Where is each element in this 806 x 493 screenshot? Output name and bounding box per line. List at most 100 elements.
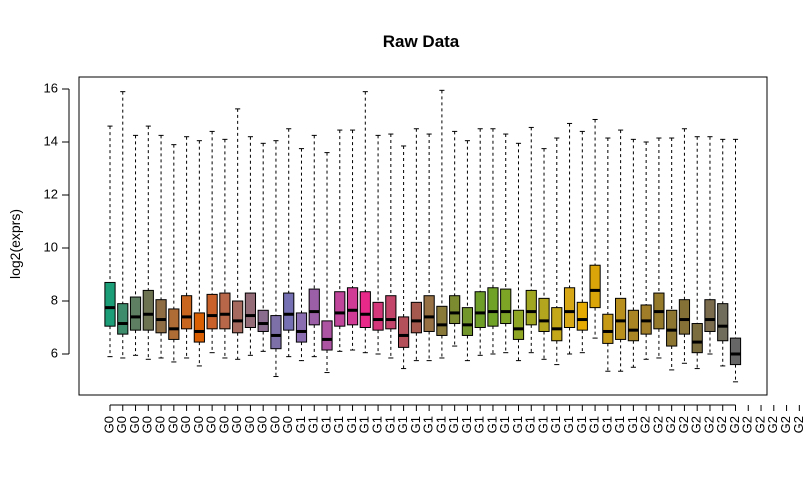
iqr-box	[117, 303, 129, 335]
box-31	[487, 128, 499, 355]
box-36	[551, 137, 563, 366]
x-tick-label: G2	[727, 416, 742, 433]
box-47	[691, 136, 703, 370]
x-tick-label: G0	[191, 416, 206, 433]
x-tick-label: G0	[255, 416, 270, 433]
iqr-box	[104, 281, 116, 327]
chart-title: Raw Data	[383, 32, 460, 51]
iqr-box	[308, 288, 320, 326]
iqr-box	[295, 312, 308, 343]
x-tick-label: G2	[765, 416, 780, 433]
box-12	[244, 136, 257, 356]
x-tick-label: G0	[152, 416, 167, 433]
box-16	[295, 148, 308, 362]
iqr-box	[563, 287, 576, 328]
x-tick-label: G0	[242, 416, 257, 433]
iqr-box	[397, 316, 410, 348]
iqr-box	[704, 299, 716, 332]
box-3	[129, 134, 142, 356]
iqr-box	[576, 301, 588, 331]
x-tick-label: G1	[561, 416, 576, 433]
box-19	[334, 129, 346, 352]
box-50	[729, 138, 742, 383]
x-tick-label: G1	[306, 416, 321, 433]
x-tick-label: G0	[140, 416, 155, 433]
x-tick-label: G2	[638, 416, 653, 433]
y-tick-label: 16	[44, 80, 58, 95]
x-tick-label: G1	[433, 416, 448, 433]
iqr-box	[385, 295, 397, 330]
iqr-box	[346, 287, 359, 326]
box-10	[219, 138, 231, 359]
iqr-box	[615, 297, 627, 340]
iqr-box	[283, 292, 295, 331]
x-tick-label: G0	[178, 416, 193, 433]
box-27	[436, 89, 448, 359]
iqr-box	[525, 289, 537, 326]
x-tick-label: G0	[204, 416, 219, 433]
x-tick-label: G0	[267, 416, 282, 433]
iqr-box	[423, 295, 435, 332]
box-4	[142, 125, 154, 360]
box-14	[270, 140, 282, 378]
box-6	[168, 144, 180, 363]
box-44	[653, 137, 665, 359]
x-tick-label: G1	[395, 416, 410, 433]
x-tick-label: G2	[791, 416, 806, 433]
x-tick-label: G1	[510, 416, 525, 433]
box-38	[576, 130, 588, 354]
iqr-box	[372, 301, 384, 331]
x-tick-label: G1	[421, 416, 436, 433]
iqr-box	[678, 299, 691, 335]
x-tick-label: G0	[165, 416, 180, 433]
y-axis: 6 8 10 12 14 16	[44, 80, 70, 360]
x-tick-label: G1	[318, 416, 333, 433]
iqr-box	[449, 295, 461, 325]
box-35	[538, 148, 550, 360]
x-tick-label: G0	[280, 416, 295, 433]
box-28	[449, 130, 461, 347]
x-tick-label: G2	[650, 416, 665, 433]
iqr-box	[193, 312, 205, 343]
box-40	[602, 137, 614, 372]
iqr-box	[359, 291, 371, 329]
iqr-box	[589, 264, 601, 309]
box-49	[717, 138, 729, 367]
box-22	[372, 134, 384, 355]
x-tick-label: G0	[216, 416, 231, 433]
box-46	[678, 128, 691, 364]
box-32	[500, 133, 512, 354]
iqr-box	[219, 292, 231, 330]
box-5	[155, 134, 167, 359]
x-tick-label: G1	[574, 416, 589, 433]
x-tick-label: G2	[752, 416, 767, 433]
iqr-box	[180, 295, 193, 330]
x-tick-label: G1	[548, 416, 563, 433]
y-tick-label: 8	[51, 292, 58, 307]
x-axis: G0G0G0G0G0G0G0G0G0G0G0G0G0G0G0G1G1G1G1G1…	[101, 404, 806, 433]
box-2	[117, 91, 129, 359]
box-34	[525, 126, 537, 354]
box-25	[410, 128, 422, 362]
plot-frame	[78, 76, 768, 396]
iqr-box	[321, 320, 333, 351]
iqr-box	[461, 307, 474, 336]
x-tick-label: G1	[357, 416, 372, 433]
box-23	[385, 133, 397, 359]
y-axis-label: log2(exprs)	[7, 209, 23, 279]
box-43	[640, 141, 652, 360]
box-33	[512, 142, 525, 362]
iqr-box	[168, 308, 180, 340]
x-tick-label: G2	[663, 416, 678, 433]
x-tick-label: G0	[114, 416, 129, 433]
box-7	[180, 136, 193, 359]
iqr-box	[551, 307, 563, 342]
box-30	[474, 128, 486, 356]
box-39	[589, 118, 601, 339]
y-tick-label: 12	[44, 186, 58, 201]
x-tick-label: G1	[344, 416, 359, 433]
x-tick-label: G1	[625, 416, 640, 433]
box-29	[461, 140, 474, 362]
iqr-box	[334, 291, 346, 327]
